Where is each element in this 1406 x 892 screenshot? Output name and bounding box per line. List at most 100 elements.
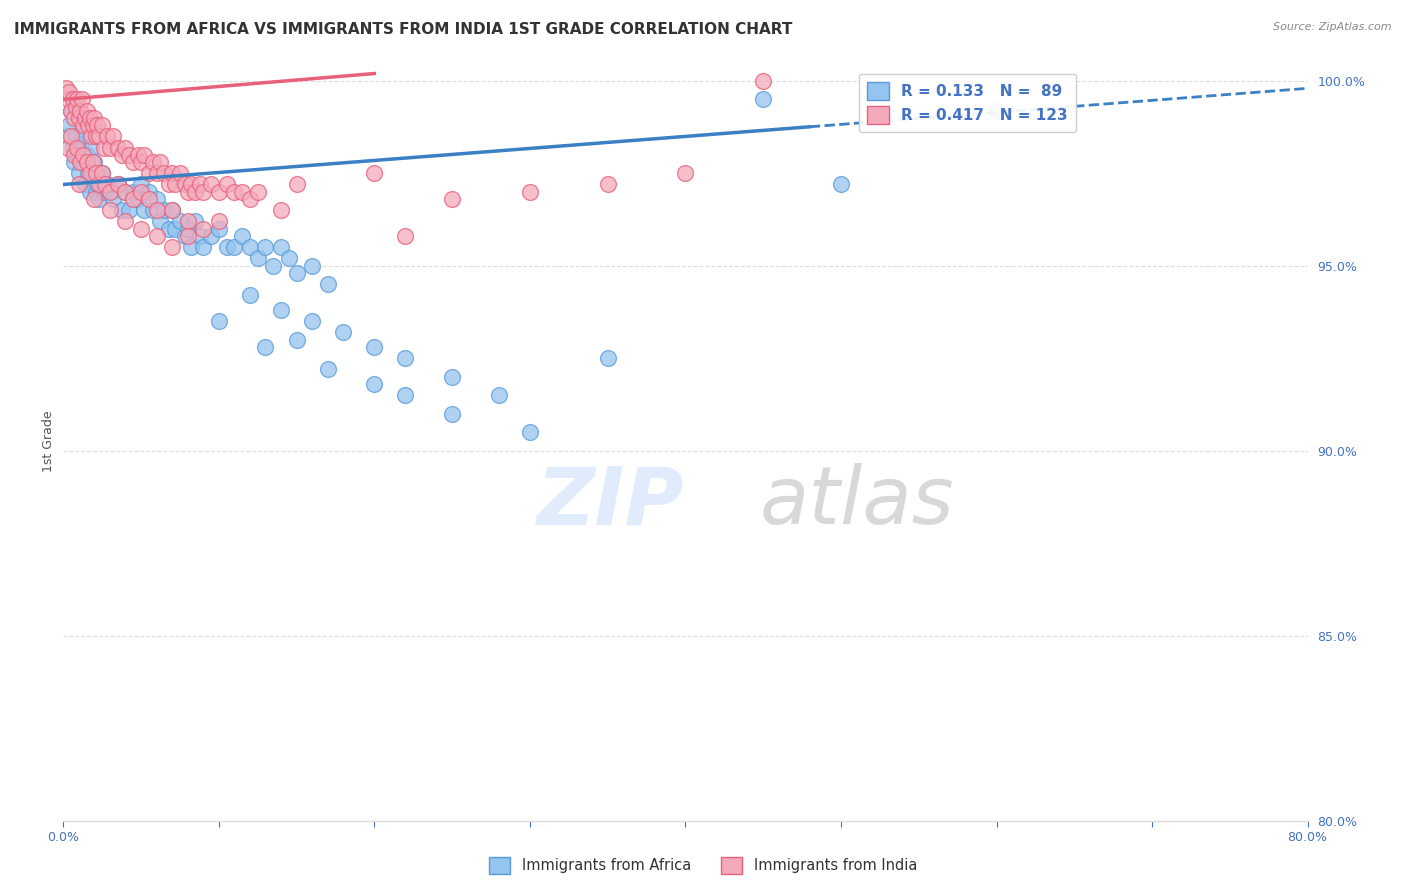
Point	[66, 92, 89, 106]
Point	[986, 103, 1008, 118]
Point	[117, 148, 139, 162]
Point	[117, 203, 139, 218]
Point	[830, 178, 852, 192]
Point	[122, 155, 145, 169]
Point	[96, 178, 118, 192]
Point	[111, 148, 134, 162]
Point	[752, 74, 775, 88]
Point	[488, 388, 510, 402]
Point	[114, 214, 136, 228]
Point	[180, 240, 202, 254]
Point	[122, 192, 145, 206]
Point	[60, 103, 83, 118]
Point	[107, 178, 129, 192]
Point	[84, 166, 107, 180]
Point	[145, 203, 167, 218]
Point	[65, 129, 87, 144]
Point	[138, 192, 160, 206]
Point	[67, 111, 90, 125]
Point	[83, 111, 105, 125]
Point	[519, 425, 541, 440]
Point	[441, 192, 464, 206]
Point	[67, 166, 90, 180]
Point	[87, 129, 110, 144]
Point	[93, 140, 115, 154]
Point	[69, 155, 91, 169]
Point	[83, 155, 105, 169]
Point	[149, 155, 172, 169]
Point	[98, 203, 121, 218]
Point	[246, 252, 269, 266]
Point	[127, 148, 149, 162]
Point	[142, 203, 165, 218]
Point	[316, 362, 339, 376]
Point	[277, 252, 299, 266]
Point	[62, 92, 84, 106]
Point	[316, 277, 339, 292]
Point	[79, 111, 101, 125]
Point	[157, 178, 180, 192]
Legend: R = 0.133   N =  89, R = 0.417   N = 123: R = 0.133 N = 89, R = 0.417 N = 123	[859, 73, 1077, 132]
Point	[145, 229, 167, 244]
Point	[76, 103, 98, 118]
Point	[270, 240, 292, 254]
Point	[91, 166, 114, 180]
Point	[86, 178, 108, 192]
Point	[62, 140, 84, 154]
Point	[94, 178, 117, 192]
Point	[153, 166, 176, 180]
Point	[200, 178, 222, 192]
Point	[66, 140, 89, 154]
Point	[134, 203, 156, 218]
Point	[239, 288, 262, 302]
Point	[165, 178, 187, 192]
Point	[208, 185, 231, 199]
Point	[87, 192, 110, 206]
Point	[76, 155, 98, 169]
Point	[285, 178, 308, 192]
Point	[145, 166, 167, 180]
Point	[114, 185, 136, 199]
Point	[80, 140, 103, 154]
Point	[77, 166, 100, 180]
Point	[138, 185, 160, 199]
Point	[91, 166, 114, 180]
Point	[394, 351, 416, 366]
Point	[96, 129, 118, 144]
Point	[153, 203, 176, 218]
Point	[82, 166, 104, 180]
Point	[177, 229, 200, 244]
Point	[169, 166, 191, 180]
Point	[157, 222, 180, 236]
Point	[58, 118, 80, 132]
Point	[114, 140, 136, 154]
Point	[82, 118, 104, 132]
Point	[98, 185, 121, 199]
Point	[301, 314, 323, 328]
Point	[165, 222, 187, 236]
Point	[69, 103, 91, 118]
Point	[239, 240, 262, 254]
Point	[56, 140, 79, 154]
Point	[239, 192, 262, 206]
Point	[160, 166, 183, 180]
Point	[224, 185, 246, 199]
Point	[301, 259, 323, 273]
Y-axis label: 1st Grade: 1st Grade	[42, 410, 55, 473]
Point	[84, 185, 107, 199]
Point	[129, 222, 152, 236]
Point	[60, 103, 83, 118]
Point	[596, 351, 619, 366]
Point	[67, 111, 90, 125]
Point	[77, 118, 100, 132]
Point	[752, 92, 775, 106]
Point	[675, 166, 697, 180]
Point	[246, 185, 269, 199]
Point	[63, 148, 86, 162]
Point	[79, 185, 101, 199]
Point	[65, 100, 87, 114]
Point	[63, 155, 86, 169]
Point	[72, 129, 94, 144]
Point	[80, 129, 103, 144]
Point	[107, 140, 129, 154]
